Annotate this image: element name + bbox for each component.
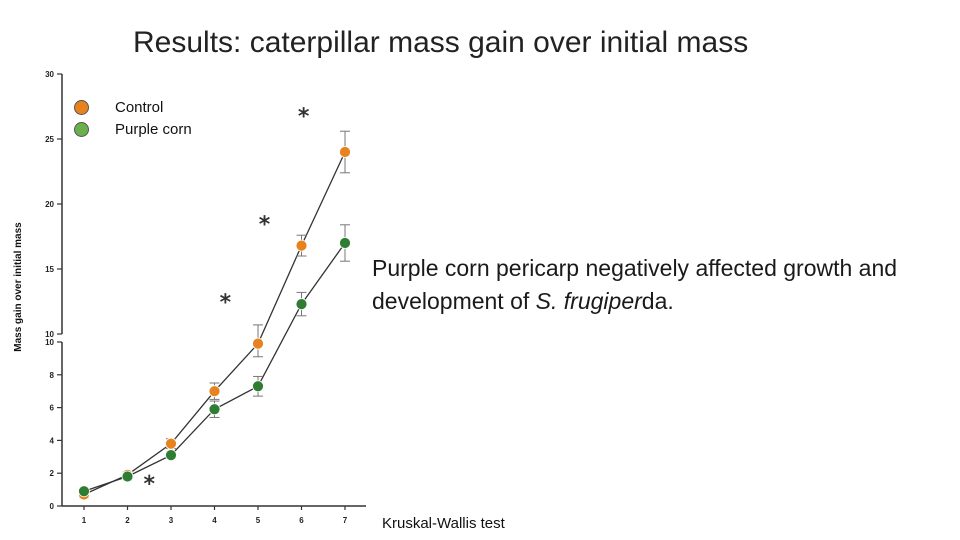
x-tick-label-1: 2 [125, 516, 130, 525]
summary-line-2: development of [372, 288, 536, 314]
slide-title: Results: caterpillar mass gain over init… [133, 26, 749, 59]
species-name-italic: S. frugiper [535, 288, 642, 314]
data-point-control-6 [339, 146, 351, 158]
significance-star-3: * [298, 105, 310, 130]
control-marker-icon [74, 99, 89, 115]
data-point-purple-corn-3 [208, 403, 221, 416]
series-line-control [83, 151, 346, 496]
legend-label-control: Control [115, 98, 164, 116]
y-tick-label-upper-2: 20 [45, 200, 54, 209]
x-tick-label-5: 6 [299, 516, 304, 525]
y-tick-label-upper-4: 30 [45, 70, 54, 79]
y-tick-label-upper-1: 15 [45, 265, 54, 274]
data-point-purple-corn-2 [165, 449, 177, 462]
significance-star-1: * [220, 291, 232, 316]
legend-label-purple-corn: Purple corn [115, 120, 192, 138]
data-point-purple-corn-1 [121, 470, 134, 483]
legend-item-control: Control [74, 96, 192, 118]
x-tick-label-2: 3 [169, 516, 174, 525]
chart-series: * * * * [78, 105, 351, 501]
purple-corn-marker-icon [74, 121, 89, 137]
chart-legend: Control Purple corn [74, 96, 192, 140]
y-tick-label-lower-3: 6 [50, 404, 55, 413]
y-tick-label-lower-4: 8 [50, 371, 55, 380]
species-name-suffix: da [641, 288, 668, 314]
y-tick-label-lower-5: 10 [45, 338, 54, 347]
summary-period: . [667, 288, 674, 314]
y-tick-label-lower-0: 0 [50, 502, 55, 511]
significance-star-0: * [143, 472, 155, 497]
data-point-control-2 [165, 437, 177, 450]
y-tick-label-lower-2: 4 [50, 436, 55, 445]
y-tick-label-upper-0: 10 [45, 330, 54, 339]
legend-item-purple-corn: Purple corn [74, 118, 192, 140]
data-point-purple-corn-0 [78, 485, 90, 498]
data-point-control-4 [252, 337, 264, 350]
x-tick-label-6: 7 [343, 516, 348, 525]
y-axis-label: Mass gain over initial mass [13, 222, 24, 352]
x-tick-label-0: 1 [82, 516, 87, 525]
significance-star-2: * [259, 213, 271, 238]
data-point-purple-corn-4 [252, 380, 264, 393]
y-tick-label-upper-3: 25 [45, 135, 54, 144]
y-tick-label-lower-1: 2 [50, 469, 55, 478]
x-tick-label-3: 4 [212, 516, 217, 525]
x-tick-label-4: 5 [256, 516, 261, 525]
data-point-control-5 [295, 239, 308, 252]
series-line-purple-corn [83, 242, 346, 492]
data-point-purple-corn-5 [295, 298, 308, 311]
summary-line-1: Purple corn pericarp negatively affected… [372, 255, 898, 281]
data-point-control-3 [208, 385, 221, 398]
statistical-test-note: Kruskal-Wallis test [382, 515, 505, 532]
results-summary: Purple corn pericarp negatively affected… [372, 252, 960, 318]
data-point-purple-corn-6 [339, 237, 351, 249]
